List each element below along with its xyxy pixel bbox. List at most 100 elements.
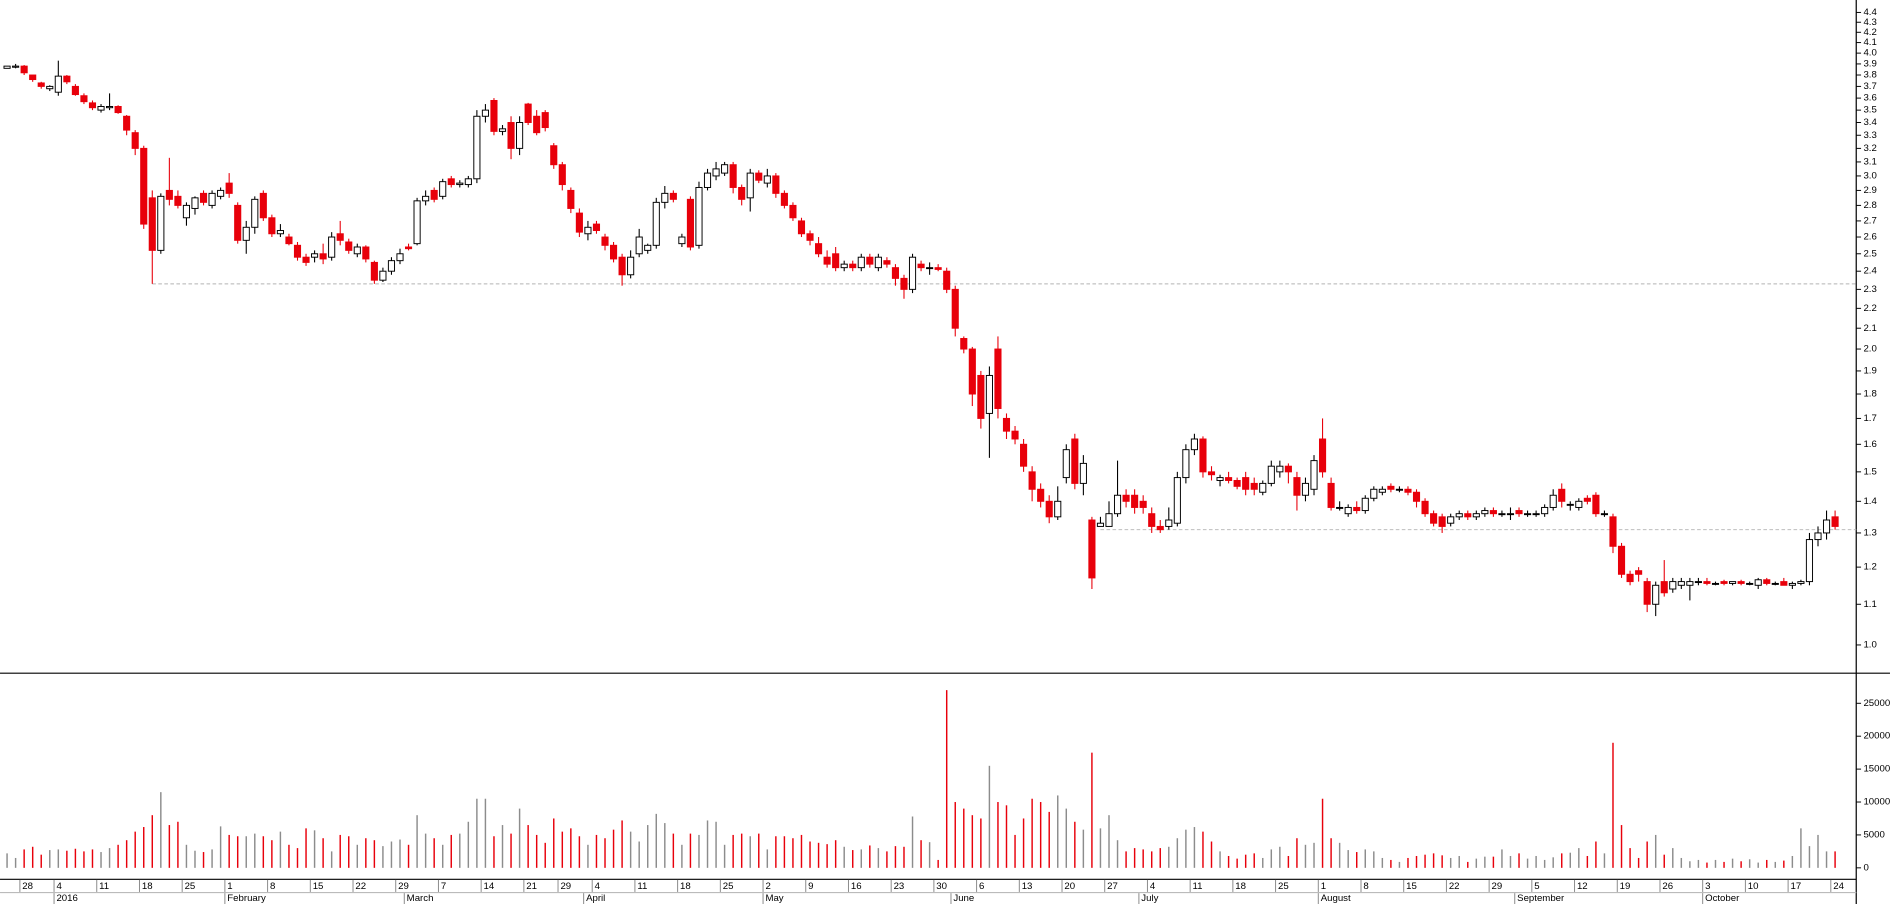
y-tick-label: 2.6	[1863, 232, 1876, 243]
candle-body	[174, 195, 182, 206]
volume-bar	[945, 690, 948, 868]
candle-body	[293, 244, 302, 258]
candle-body	[302, 256, 310, 263]
volume-bar	[501, 825, 504, 868]
y-tick-label: 1.1	[1863, 599, 1876, 610]
volume-bar	[49, 850, 51, 868]
x-tick-label: 28	[22, 881, 33, 892]
candle-body	[217, 189, 225, 197]
candle-body	[661, 192, 669, 203]
y-tick-label: 4.2	[1863, 27, 1876, 38]
volume-bar	[518, 808, 521, 868]
y-tick-label: 4.4	[1863, 7, 1877, 18]
candle-body	[1549, 494, 1557, 508]
candle-body	[1746, 582, 1754, 585]
candle-body	[1148, 513, 1156, 527]
volume-bar	[1646, 841, 1648, 868]
candle-body	[1173, 477, 1181, 524]
candle-body	[413, 200, 421, 245]
x-tick-label: 4	[1150, 881, 1156, 892]
candle-body	[806, 233, 814, 241]
volume-bar	[288, 844, 290, 868]
candle-body	[1395, 488, 1403, 491]
volume-bar	[399, 839, 401, 868]
volume-bar	[57, 849, 60, 868]
y-tick-label: 2.5	[1863, 248, 1876, 259]
volume-bar	[74, 848, 77, 868]
volume-bar	[1082, 829, 1085, 868]
volume-bar	[535, 834, 538, 868]
y-tick-label: 3.5	[1863, 105, 1876, 116]
volume-bar	[31, 846, 34, 868]
volume-bar	[629, 831, 632, 868]
candle-body	[1233, 479, 1241, 487]
candle-body	[729, 164, 737, 188]
candle-body	[404, 246, 413, 250]
volume-bar	[1586, 855, 1589, 868]
volume-bar	[1330, 838, 1332, 868]
volume-bar	[1373, 851, 1375, 868]
candle-body	[840, 263, 848, 269]
volume-bar	[6, 853, 8, 868]
volume-bar	[202, 852, 205, 868]
candle-body	[857, 256, 865, 269]
candle-body	[1669, 581, 1677, 590]
x-tick-label: 4	[595, 881, 601, 892]
candle-body	[1583, 497, 1591, 502]
candle-body	[1131, 494, 1139, 508]
volume-bar	[1543, 859, 1546, 868]
volume-bar	[1706, 862, 1708, 868]
volume-bar	[852, 850, 854, 868]
volume-bar	[928, 842, 931, 868]
volume-bar	[1740, 861, 1742, 868]
volume-bar	[339, 834, 341, 868]
volume-bar	[681, 844, 683, 868]
candle-body	[1814, 532, 1822, 541]
candle-body	[917, 263, 925, 269]
y-tick-label: 2.4	[1863, 266, 1877, 277]
candle-body	[251, 198, 259, 228]
volume-bar	[1321, 798, 1324, 868]
candle-body	[669, 192, 677, 200]
x-tick-label: 16	[851, 881, 862, 892]
candle-body	[1541, 506, 1549, 515]
candle-body	[627, 256, 635, 276]
candle-body	[567, 189, 575, 209]
candle-body	[447, 178, 455, 186]
volume-bar	[1825, 851, 1828, 868]
candle-body	[1421, 500, 1429, 515]
volume-bar	[920, 840, 922, 868]
volume-bar	[279, 831, 282, 868]
volume-bar	[775, 836, 777, 868]
volume-bar	[1689, 861, 1691, 868]
volume-bar	[134, 831, 136, 868]
y-tick-label: 2.0	[1863, 344, 1876, 355]
candle-body	[1558, 488, 1566, 502]
candle-body	[592, 223, 601, 231]
y-tick-label: 3.6	[1863, 93, 1876, 104]
candle-body	[558, 164, 566, 186]
candle-body	[507, 122, 515, 149]
volume-bar	[1458, 855, 1460, 868]
candle-body	[1566, 503, 1574, 506]
x-tick-label: 18	[142, 881, 153, 892]
volume-bar	[963, 808, 965, 868]
candle-body	[1199, 438, 1207, 473]
candle-body	[63, 75, 71, 83]
candle-body	[832, 253, 840, 269]
x-tick-label: 25	[723, 881, 734, 892]
month-label: July	[1141, 893, 1158, 904]
volume-bar	[1817, 834, 1819, 868]
x-tick-label: 26	[1662, 881, 1673, 892]
candle-body	[1788, 582, 1796, 586]
y-tick-label: 3.9	[1863, 58, 1876, 69]
candle-body	[678, 236, 686, 245]
candle-body	[123, 115, 131, 131]
candle-body	[379, 270, 387, 281]
volume-bar	[185, 844, 188, 868]
x-tick-label: 9	[808, 881, 813, 892]
volume-bar	[1518, 853, 1520, 868]
candle-body	[1643, 581, 1651, 605]
candle-body	[1412, 491, 1421, 502]
volume-bar	[1116, 840, 1119, 868]
